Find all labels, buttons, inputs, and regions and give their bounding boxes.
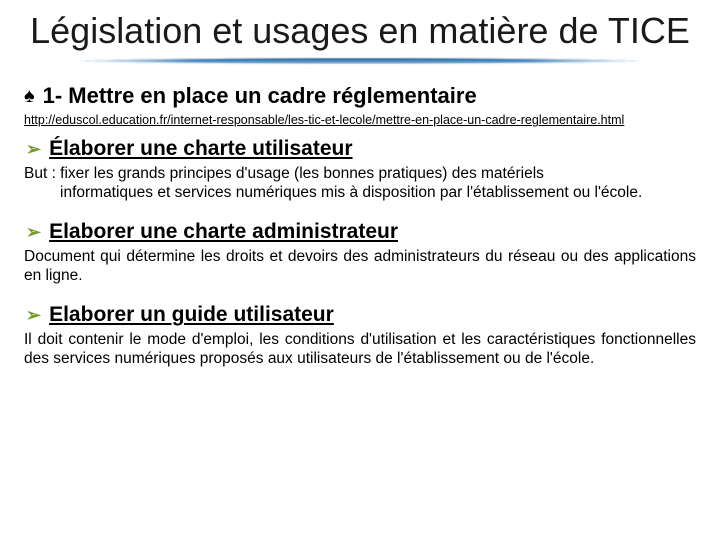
item-row: ➢ Elaborer un guide utilisateur (24, 303, 696, 327)
section-heading: 1- Mettre en place un cadre réglementair… (43, 83, 477, 109)
body-line: But : fixer les grands principes d'usage… (24, 165, 544, 182)
arrow-icon: ➢ (26, 137, 41, 161)
item-heading: Elaborer une charte administrateur (49, 220, 398, 244)
item-row: ➢ Élaborer une charte utilisateur (24, 137, 696, 161)
reference-link[interactable]: http://eduscol.education.fr/internet-res… (24, 113, 696, 127)
item-row: ➢ Elaborer une charte administrateur (24, 220, 696, 244)
body-line: informatiques et services numériques mis… (24, 183, 696, 202)
item-body: Il doit contenir le mode d'emploi, les c… (24, 330, 696, 369)
content-area: ♠ 1- Mettre en place un cadre réglementa… (0, 83, 720, 368)
title-underline-wrap (0, 57, 720, 65)
section-row: ♠ 1- Mettre en place un cadre réglementa… (24, 83, 696, 109)
slide-title: Législation et usages en matière de TICE (0, 0, 720, 55)
arrow-icon: ➢ (26, 303, 41, 327)
item-heading: Élaborer une charte utilisateur (49, 137, 352, 161)
arrow-icon: ➢ (26, 220, 41, 244)
title-underline (80, 57, 640, 65)
spade-icon: ♠ (24, 83, 35, 109)
item-heading: Elaborer un guide utilisateur (49, 303, 334, 327)
item-body: But : fixer les grands principes d'usage… (24, 164, 696, 203)
item-body: Document qui détermine les droits et dev… (24, 247, 696, 286)
